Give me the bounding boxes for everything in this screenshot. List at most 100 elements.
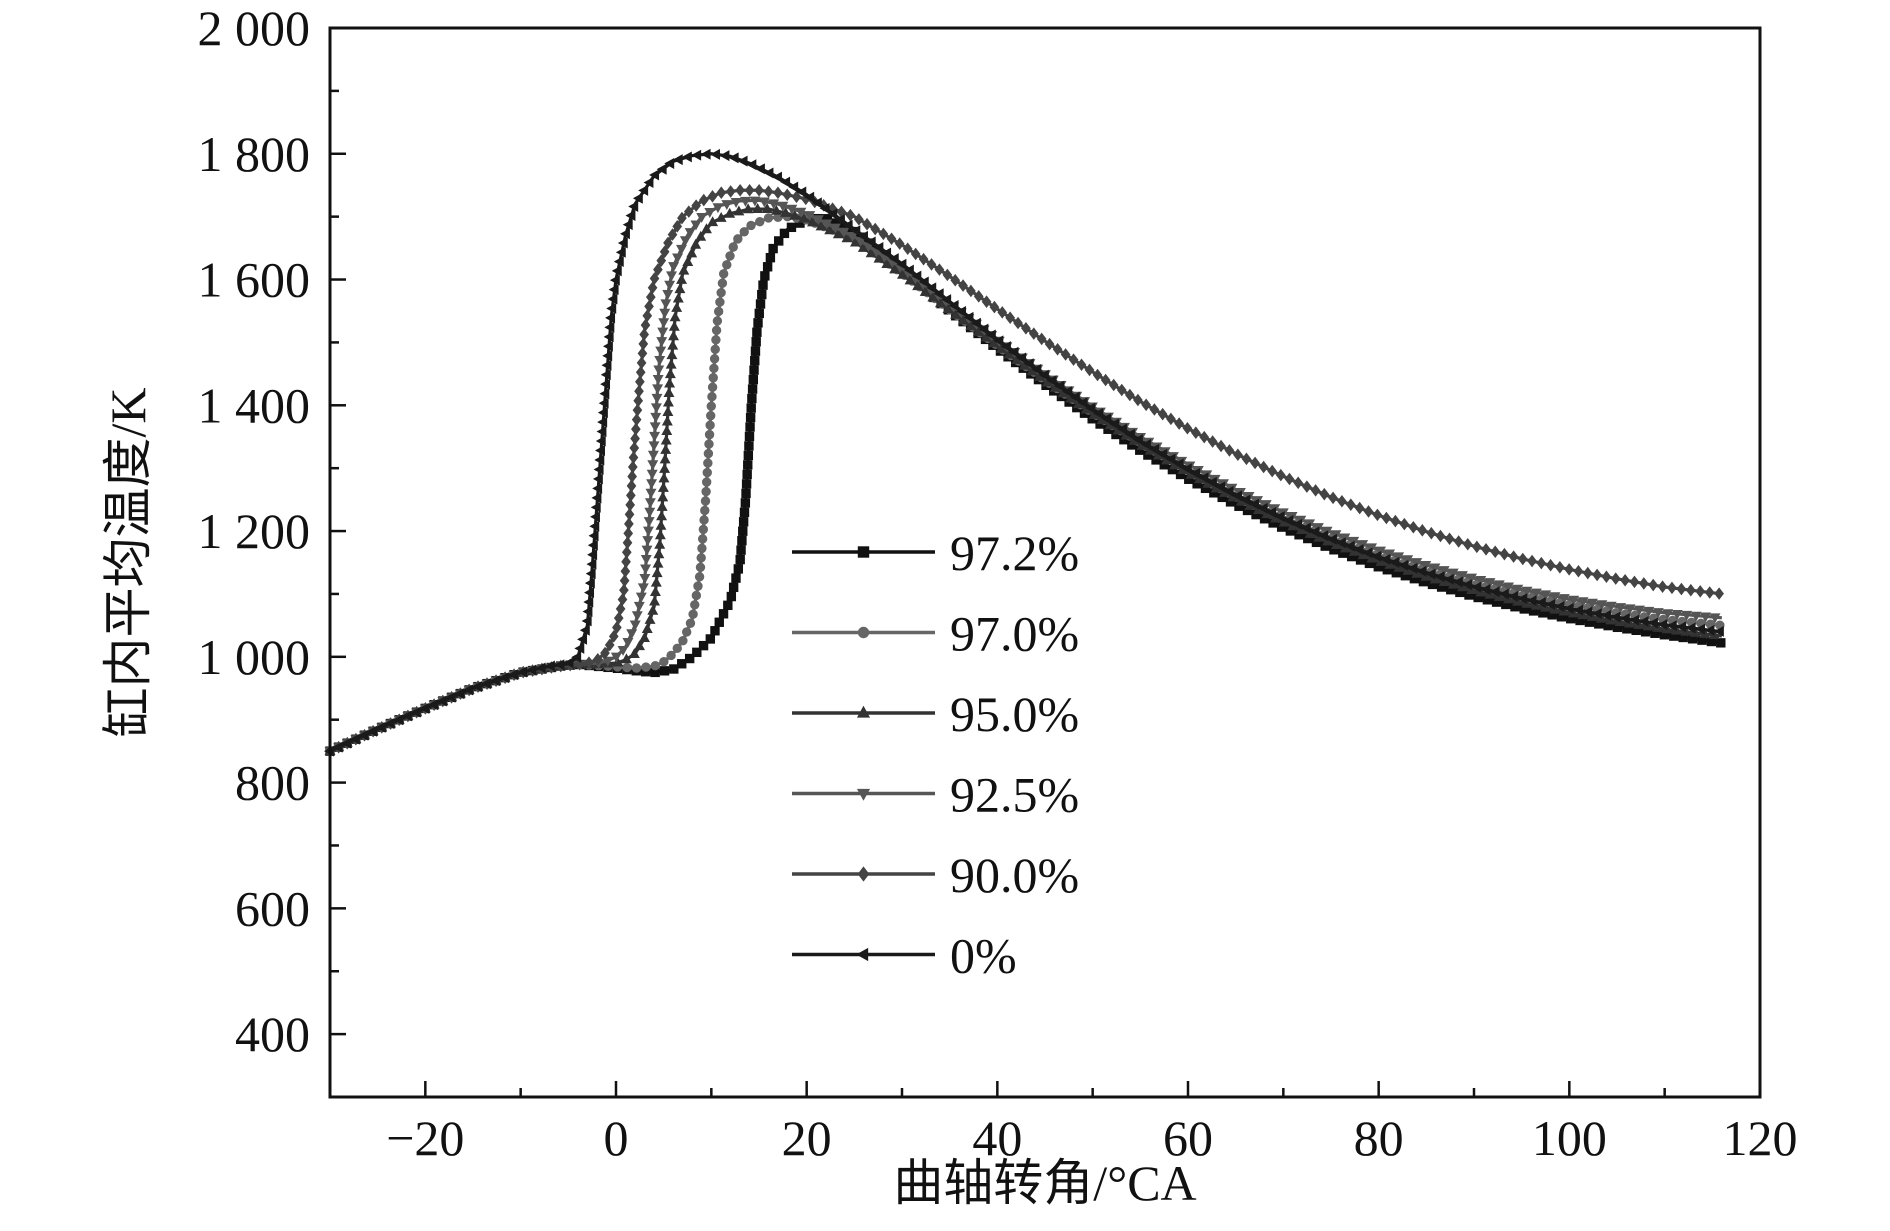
- data-point-marker: [845, 208, 856, 222]
- data-point-marker: [795, 207, 807, 218]
- data-point-marker: [774, 236, 784, 246]
- data-point-marker: [995, 342, 1007, 353]
- data-point-marker: [1480, 584, 1491, 595]
- data-point-marker: [736, 545, 746, 555]
- data-point-marker: [631, 611, 643, 622]
- data-point-marker: [632, 192, 643, 204]
- data-point-marker: [1564, 563, 1574, 576]
- data-point-marker: [1198, 472, 1209, 484]
- data-point-marker: [934, 263, 945, 276]
- data-point-marker: [629, 441, 640, 455]
- data-point-marker: [1309, 526, 1320, 538]
- data-point-marker: [1554, 601, 1565, 613]
- data-point-marker: [742, 203, 754, 214]
- data-point-marker: [762, 262, 773, 272]
- data-point-marker: [401, 710, 412, 722]
- legend-item: 97.0%: [792, 606, 1079, 662]
- data-point-marker: [878, 227, 889, 241]
- data-point-marker: [737, 155, 748, 167]
- data-point-marker: [725, 185, 736, 198]
- data-point-marker: [471, 681, 482, 693]
- data-point-marker: [642, 309, 653, 323]
- data-point-marker: [628, 451, 639, 464]
- data-point-marker: [602, 340, 613, 352]
- data-point-marker: [693, 581, 703, 591]
- data-point-marker: [656, 510, 668, 521]
- data-point-marker: [544, 660, 555, 672]
- data-point-marker: [846, 231, 858, 242]
- data-point-marker: [1512, 584, 1524, 595]
- data-point-marker: [857, 626, 870, 639]
- data-point-marker: [707, 391, 717, 402]
- data-point-marker: [894, 237, 905, 250]
- data-point-marker: [789, 209, 801, 220]
- data-point-marker: [704, 208, 716, 218]
- data-point-marker: [1709, 613, 1721, 624]
- data-point-marker: [607, 293, 618, 305]
- data-point-marker: [1443, 573, 1454, 585]
- data-point-marker: [1384, 549, 1396, 560]
- data-point-marker: [690, 600, 700, 610]
- data-point-marker: [752, 327, 762, 337]
- data-point-marker: [713, 306, 724, 317]
- data-point-marker: [593, 463, 604, 475]
- data-point-marker: [649, 169, 660, 181]
- data-point-marker: [1676, 582, 1687, 596]
- data-point-marker: [735, 183, 745, 197]
- data-point-marker: [733, 564, 744, 574]
- data-point-marker: [661, 425, 673, 435]
- data-point-marker: [639, 328, 650, 341]
- data-point-marker: [993, 335, 1004, 347]
- data-point-marker: [617, 237, 628, 249]
- data-point-marker: [637, 347, 648, 360]
- data-point-marker: [592, 473, 603, 485]
- legend-label: 90.0%: [950, 847, 1079, 903]
- data-point-marker: [857, 546, 870, 558]
- data-point-marker: [646, 479, 658, 490]
- data-point-marker: [667, 228, 678, 241]
- data-point-marker: [903, 264, 914, 276]
- data-point-marker: [662, 290, 674, 300]
- data-point-marker: [746, 159, 757, 171]
- data-point-marker: [1310, 484, 1321, 497]
- data-point-marker: [650, 403, 662, 414]
- data-point-marker: [1601, 570, 1612, 584]
- data-point-marker: [640, 555, 652, 565]
- data-point-marker: [733, 205, 745, 216]
- data-point-marker: [619, 574, 630, 587]
- data-point-marker: [419, 702, 430, 714]
- data-point-marker: [625, 498, 636, 512]
- data-point-marker: [978, 323, 989, 335]
- data-point-marker: [1036, 332, 1047, 346]
- data-point-marker: [1545, 599, 1556, 611]
- data-point-marker: [1044, 337, 1055, 351]
- data-point-marker: [577, 633, 588, 645]
- data-point-marker: [824, 224, 836, 235]
- data-point-marker: [1149, 443, 1160, 455]
- data-point-marker: [626, 489, 636, 502]
- data-point-marker: [1503, 582, 1514, 593]
- data-point-marker: [684, 653, 695, 664]
- data-point-marker: [664, 377, 676, 388]
- data-point-marker: [1157, 407, 1168, 421]
- data-point-marker: [635, 375, 645, 389]
- data-point-marker: [621, 545, 632, 559]
- data-point-marker: [751, 337, 761, 347]
- y-tick-label: 600: [235, 880, 310, 936]
- data-point-marker: [601, 359, 612, 371]
- data-point-marker: [733, 234, 743, 244]
- data-point-marker: [1302, 480, 1312, 493]
- data-point-marker: [1101, 413, 1112, 425]
- data-point-marker: [678, 264, 690, 275]
- data-point-marker: [745, 422, 755, 432]
- data-point-marker: [650, 576, 662, 587]
- data-point-marker: [791, 190, 802, 204]
- data-point-marker: [1077, 397, 1088, 409]
- data-point-marker: [1117, 423, 1127, 435]
- data-point-marker: [1038, 369, 1049, 381]
- data-point-marker: [644, 613, 656, 624]
- data-point-marker: [811, 197, 822, 209]
- data-point-marker: [658, 318, 670, 329]
- data-point-marker: [682, 256, 694, 267]
- data-point-marker: [615, 602, 626, 616]
